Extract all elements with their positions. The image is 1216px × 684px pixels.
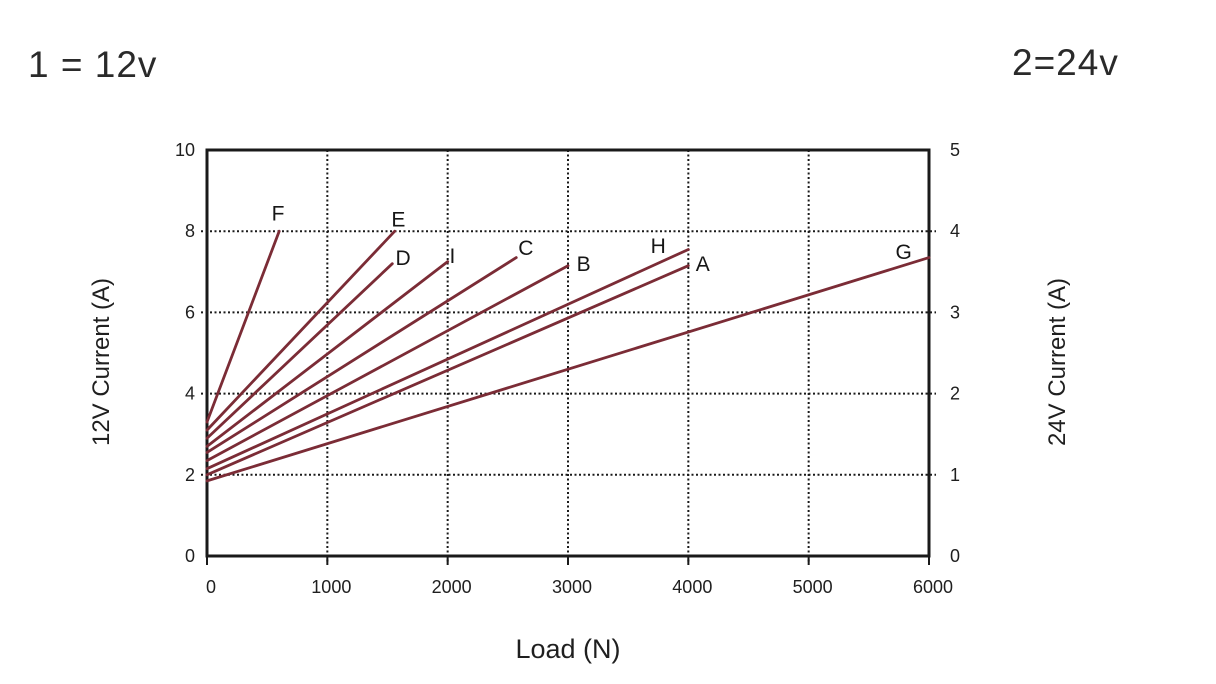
y-left-tick-label-2: 2	[185, 465, 195, 485]
y-left-tick-label-6: 6	[185, 302, 195, 322]
y-right-tick-label-4: 4	[950, 221, 960, 241]
series-label-H: H	[651, 235, 666, 258]
y-right-tick-label-5: 5	[950, 140, 960, 160]
series-label-I: I	[450, 245, 456, 268]
y-left-tick-label-4: 4	[185, 384, 195, 404]
y-left-tick-label-8: 8	[185, 221, 195, 241]
series-line-C	[205, 256, 518, 454]
y-right-tick-label-2: 2	[950, 384, 960, 404]
y-left-tick-label-10: 10	[175, 140, 195, 160]
series-line-B	[205, 264, 570, 462]
x-tick-label-1000: 1000	[311, 577, 351, 597]
x-tick-label-0: 0	[206, 577, 216, 597]
series-line-E	[205, 229, 397, 432]
series-label-B: B	[577, 253, 591, 276]
series-label-A: A	[696, 253, 710, 276]
y-right-tick-label-1: 1	[950, 465, 960, 485]
series-line-I	[205, 260, 450, 448]
series-line-A	[205, 264, 690, 477]
x-axis-title: Load (N)	[515, 634, 621, 664]
x-tick-label-3000: 3000	[552, 577, 592, 597]
series-label-D: D	[396, 247, 411, 270]
legend-note-24v: 2=24v	[1012, 42, 1119, 83]
x-tick-label-6000: 6000	[913, 577, 953, 597]
x-tick-label-4000: 4000	[672, 577, 712, 597]
x-tick-label-2000: 2000	[432, 577, 472, 597]
series-line-D	[205, 262, 394, 440]
y-right-tick-label-0: 0	[950, 546, 960, 566]
y-left-tick-label-0: 0	[185, 546, 195, 566]
series-label-C: C	[518, 237, 533, 260]
series-line-G	[205, 256, 931, 483]
series-line-H	[205, 248, 690, 471]
legend-note-12v: 1 = 12v	[28, 44, 158, 85]
y-right-tick-label-3: 3	[950, 302, 960, 322]
series-label-F: F	[272, 202, 285, 225]
series-line-F	[205, 229, 281, 424]
series-label-G: G	[896, 241, 912, 264]
series-label-E: E	[391, 209, 405, 232]
x-tick-label-5000: 5000	[793, 577, 833, 597]
